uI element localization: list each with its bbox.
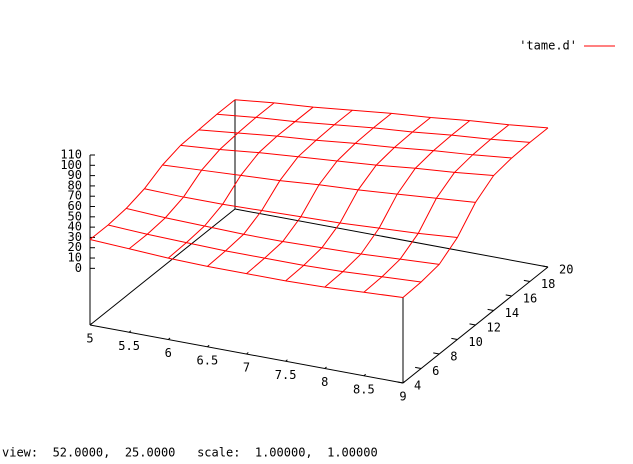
- z-tick-label: 60: [68, 199, 82, 213]
- surface-line: [207, 109, 353, 267]
- x-tick: [128, 330, 132, 333]
- z-tick-label: 80: [68, 178, 82, 192]
- x-tick: [167, 337, 171, 340]
- y-tick: [469, 323, 476, 326]
- y-tick: [396, 381, 404, 384]
- surface-line: [128, 102, 275, 250]
- x-tick: [363, 373, 366, 377]
- x-tick: [89, 323, 93, 326]
- y-tick-label: 20: [559, 263, 573, 277]
- y-tick-label: 16: [523, 292, 537, 306]
- status-text: view: 52.0000, 25.0000 scale: 1.00000, 1…: [2, 446, 378, 460]
- y-tick: [451, 337, 458, 340]
- y-tick-label: 10: [468, 335, 482, 349]
- x-tick: [246, 352, 249, 355]
- z-tick-label: 100: [60, 158, 82, 172]
- y-tick-label: 12: [487, 321, 501, 335]
- surface-line: [363, 124, 510, 293]
- y-tick: [415, 366, 422, 369]
- surface-line: [167, 106, 314, 259]
- x-tick-label: 7.5: [275, 368, 297, 382]
- x-tick-label: 8.5: [353, 382, 375, 396]
- surface-line: [126, 207, 440, 265]
- y-tick: [505, 294, 512, 297]
- y-tick: [541, 265, 549, 268]
- z-tick-label: 0: [75, 261, 82, 275]
- x-tick-label: 5: [86, 332, 93, 346]
- z-tick-label: 50: [68, 209, 82, 223]
- x-tick-label: 7: [243, 361, 250, 375]
- x-tick-label: 9: [399, 390, 406, 404]
- y-tick-label: 4: [414, 379, 421, 393]
- y-tick-label: 6: [432, 364, 439, 378]
- surface-line: [144, 188, 458, 238]
- y-tick: [523, 279, 530, 282]
- x-tick-label: 8: [321, 375, 328, 389]
- base-edge: [89, 208, 236, 326]
- z-tick-label: 40: [68, 220, 82, 234]
- z-tick-label: 20: [68, 240, 82, 254]
- z-tick-label: 30: [68, 230, 82, 244]
- x-tick-label: 6: [165, 346, 172, 360]
- y-tick-label: 18: [541, 277, 555, 291]
- z-tick-label: 110: [60, 148, 82, 162]
- surface-line: [162, 164, 476, 203]
- surface-line: [246, 112, 392, 275]
- x-tick-label: 6.5: [197, 353, 219, 367]
- y-tick: [433, 352, 440, 355]
- x-tick: [207, 344, 210, 348]
- y-tick: [487, 308, 494, 311]
- surface-line: [402, 127, 549, 298]
- legend-label: 'tame.d': [519, 39, 577, 53]
- x-tick: [285, 359, 288, 362]
- surface-line: [285, 117, 431, 282]
- y-tick-label: 8: [450, 350, 457, 364]
- surface-line: [89, 238, 404, 298]
- x-tick: [402, 381, 406, 384]
- surface-line: [324, 120, 471, 288]
- z-tick-label: 70: [68, 189, 82, 203]
- surface-line: [89, 99, 236, 240]
- z-tick-label: 90: [68, 168, 82, 182]
- x-tick: [324, 366, 327, 369]
- x-tick-label: 5.5: [118, 339, 140, 353]
- z-tick-label: 10: [68, 251, 82, 265]
- base-edge: [234, 208, 549, 268]
- y-tick-label: 14: [505, 306, 519, 320]
